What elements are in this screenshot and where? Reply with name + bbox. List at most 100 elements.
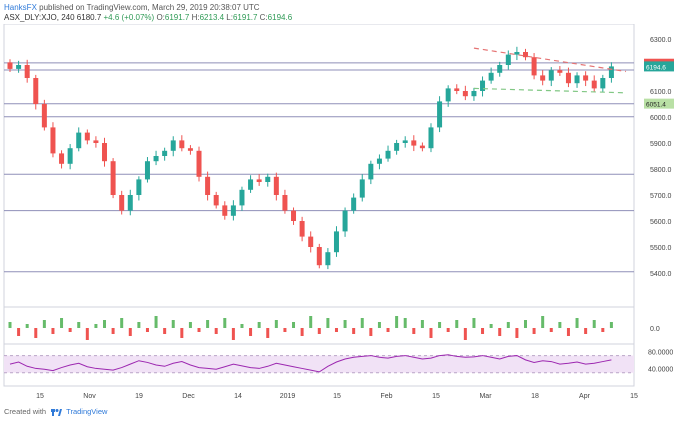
candle-body [385, 150, 391, 159]
candle-body [299, 221, 305, 237]
candle-body [282, 195, 288, 211]
open-value: 6191.7 [164, 13, 190, 22]
price-axis-tick: 6100.0 [650, 89, 672, 96]
author-link[interactable]: HanksFX [4, 3, 37, 12]
volume-bar [386, 328, 390, 332]
volume-bar [309, 316, 313, 328]
rsi-axis-tick: 80.0000 [648, 349, 673, 356]
volume-bar [240, 324, 244, 328]
low-label: L: [226, 13, 233, 22]
volume-bar [609, 322, 613, 328]
volume-bar [223, 318, 227, 328]
candle-body [59, 153, 65, 164]
candle-body [119, 195, 125, 211]
candle-body [110, 161, 116, 195]
rsi-axis-tick: 40.0000 [648, 366, 673, 373]
price-axis-tick: 5900.0 [650, 141, 672, 148]
low-value: 6191.7 [232, 13, 258, 22]
volume-bar [249, 328, 253, 336]
candle-body [33, 78, 39, 104]
volume-bar [8, 322, 12, 328]
candle-body [428, 127, 434, 149]
volume-bar [438, 322, 442, 328]
candle-body [600, 78, 606, 89]
candle-body [16, 65, 22, 69]
candle-body [325, 252, 331, 266]
time-axis-tick: 19 [135, 393, 143, 400]
volume-bar [68, 328, 72, 332]
volume-bar [498, 328, 502, 336]
candle-body [239, 189, 245, 206]
footer: Created with TradingView [4, 406, 107, 418]
candle-body [591, 80, 597, 89]
time-axis-tick: Feb [380, 393, 392, 400]
chart-svg[interactable]: 6300.06200.06100.06000.05900.05800.05700… [0, 24, 680, 404]
open-label: O: [156, 13, 165, 22]
volume-bar [163, 328, 167, 334]
price-badge-label: 6051.4 [646, 102, 666, 109]
candle-body [394, 143, 400, 151]
volume-bar [601, 328, 605, 332]
rsi-line [9, 354, 612, 373]
volume-bar [154, 316, 158, 328]
volume-bar [343, 320, 347, 328]
volume-bar [395, 316, 399, 328]
volume-bar [566, 328, 570, 336]
resistance-trendline [473, 47, 627, 73]
volume-bar [231, 328, 235, 340]
candle-body [316, 247, 322, 266]
volume-bar [137, 322, 141, 328]
volume-bar [128, 328, 132, 336]
price-axis-tick: 5800.0 [650, 167, 672, 174]
volume-bar [197, 328, 201, 332]
time-axis-tick: 15 [36, 393, 44, 400]
price-axis-tick: 6300.0 [650, 37, 672, 44]
volume-bar [360, 318, 364, 328]
chart-frame [3, 24, 635, 387]
candle-body [248, 179, 254, 190]
candle-body [222, 205, 228, 216]
candle-body [565, 72, 571, 84]
volume-bar [481, 328, 485, 334]
volume-bar [85, 328, 89, 340]
tradingview-brand[interactable]: TradingView [66, 407, 108, 416]
candle-body [522, 52, 528, 58]
volume-bar [300, 328, 304, 336]
symbol-name[interactable]: ASX_DLY:XJO, 240 [4, 13, 75, 22]
candle-body [179, 140, 185, 149]
price-badge [644, 61, 674, 72]
candle-body [402, 140, 408, 143]
volume-bar [532, 328, 536, 334]
published-text: published on TradingView.com, March 29, … [39, 3, 260, 12]
volume-bar [60, 318, 64, 328]
candle-body [153, 156, 159, 162]
high-label: H: [191, 13, 200, 22]
rsi-band [4, 355, 634, 373]
candle-body [170, 140, 176, 151]
candle-body [462, 91, 468, 97]
volume-bar [584, 328, 588, 334]
price-badge [644, 98, 674, 109]
candle-body [514, 52, 520, 55]
volume-axis-tick: 0.0 [650, 326, 660, 333]
candle-body [480, 80, 486, 91]
chart-area[interactable]: 6300.06200.06100.06000.05900.05800.05700… [0, 24, 680, 404]
volume-bar [446, 328, 450, 332]
candle-body [376, 158, 382, 164]
candle-body [67, 148, 73, 164]
volume-bar [180, 328, 184, 338]
candle-body [76, 132, 82, 149]
price-axis-tick: 5700.0 [650, 193, 672, 200]
candle-body [411, 140, 417, 146]
candle-body [273, 176, 279, 195]
volume-bar [489, 324, 493, 328]
price-axis-tick: 5400.0 [650, 271, 672, 278]
volume-bar [292, 322, 296, 328]
volume-bar [274, 320, 278, 328]
candle-body [308, 236, 314, 247]
candle-body [196, 150, 202, 177]
volume-bar [266, 328, 270, 338]
candle-body [548, 70, 554, 81]
time-axis-tick: Dec [182, 393, 195, 400]
time-axis-tick: 15 [432, 393, 440, 400]
